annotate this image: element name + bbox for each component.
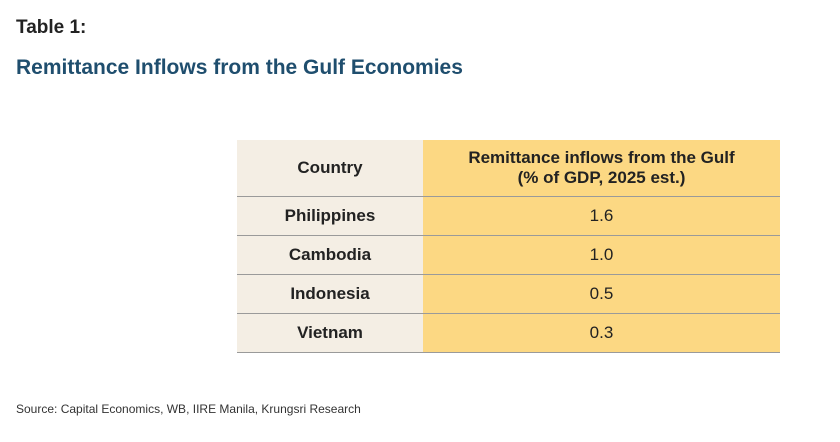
table-row: Philippines 1.6 [237, 196, 780, 236]
source-note: Source: Capital Economics, WB, IIRE Mani… [16, 402, 361, 416]
table-row: Vietnam 0.3 [237, 313, 780, 353]
table-header-row: Country Remittance inflows from the Gulf… [237, 140, 780, 197]
country-cell: Cambodia [237, 235, 423, 275]
value-cell: 1.0 [423, 235, 780, 275]
country-column-header: Country [237, 140, 423, 197]
table-number-label: Table 1: [16, 17, 87, 38]
value-cell: 0.3 [423, 313, 780, 353]
table-row: Cambodia 1.0 [237, 235, 780, 275]
remittance-column-header: Remittance inflows from the Gulf (% of G… [423, 140, 780, 197]
remittance-table: Country Remittance inflows from the Gulf… [237, 140, 780, 353]
table-row: Indonesia 0.5 [237, 274, 780, 314]
country-cell: Indonesia [237, 274, 423, 314]
value-cell: 0.5 [423, 274, 780, 314]
country-cell: Philippines [237, 196, 423, 236]
remittance-header-line-2: (% of GDP, 2025 est.) [517, 168, 686, 187]
value-cell: 1.6 [423, 196, 780, 236]
country-cell: Vietnam [237, 313, 423, 353]
table-title: Remittance Inflows from the Gulf Economi… [16, 56, 463, 79]
remittance-header-line-1: Remittance inflows from the Gulf [468, 148, 735, 167]
